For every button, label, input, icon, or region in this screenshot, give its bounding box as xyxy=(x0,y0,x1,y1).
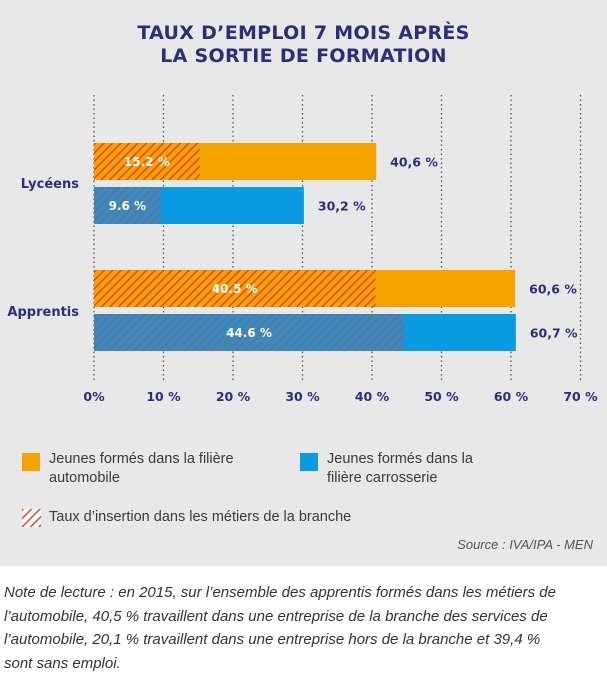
legend-automobile-swatch xyxy=(22,453,40,471)
insertion-label: 44.6 % xyxy=(226,326,272,340)
legend-insertion-swatch xyxy=(22,509,41,527)
category-label: Apprentis xyxy=(7,305,79,320)
category-label: Lycéens xyxy=(21,177,79,192)
insertion-bar xyxy=(94,187,161,224)
insertion-bar xyxy=(94,143,200,180)
x-tick-label: 60 % xyxy=(494,389,529,404)
reading-note: Note de lecture : en 2015, sur l’ensembl… xyxy=(4,584,556,672)
insertion-label: 15.2 % xyxy=(124,155,170,169)
insertion-bar xyxy=(94,270,376,307)
legend-automobile-label: Jeunes formés dans la filière automobile xyxy=(49,450,234,488)
insertion-label: 9.6 % xyxy=(109,199,146,213)
bar-chart: Lycéens 15.2 % 40,6 % 9.6 % 30,2 % Apprentis 4… xyxy=(7,95,598,404)
insertion-bar xyxy=(94,314,404,351)
legend-automobile-line2: automobile xyxy=(49,470,120,486)
value-label: 60,7 % xyxy=(530,326,578,341)
x-tick-label: 30 % xyxy=(285,389,320,404)
chart-title-line1: TAUX D’EMPLOI 7 MOIS APRÈS xyxy=(137,22,470,44)
x-tick-label: 0% xyxy=(83,389,105,404)
value-label: 60,6 % xyxy=(529,282,577,297)
value-label: 30,2 % xyxy=(318,199,366,214)
x-tick-label: 50 % xyxy=(424,389,459,404)
x-tick-label: 40 % xyxy=(355,389,390,404)
legend-carrosserie-line1: Jeunes formés dans la xyxy=(327,451,473,467)
chart-title-line2: LA SORTIE DE FORMATION xyxy=(160,45,447,67)
source-note: Source : IVA/IPA - MEN xyxy=(457,537,593,552)
legend-automobile-line1: Jeunes formés dans la filière xyxy=(49,451,234,467)
legend-carrosserie-label: Jeunes formés dans la filière carrosseri… xyxy=(327,450,473,488)
x-tick-label: 10 % xyxy=(146,389,181,404)
x-tick-label: 70 % xyxy=(563,389,598,404)
value-label: 40,6 % xyxy=(390,155,438,170)
legend-carrosserie-swatch xyxy=(300,453,318,471)
x-tick-label: 20 % xyxy=(216,389,251,404)
legend-carrosserie-line2: filière carrosserie xyxy=(327,470,438,486)
insertion-label: 40.5 % xyxy=(212,282,258,296)
legend-insertion-label: Taux d’insertion dans les métiers de la … xyxy=(49,509,352,525)
